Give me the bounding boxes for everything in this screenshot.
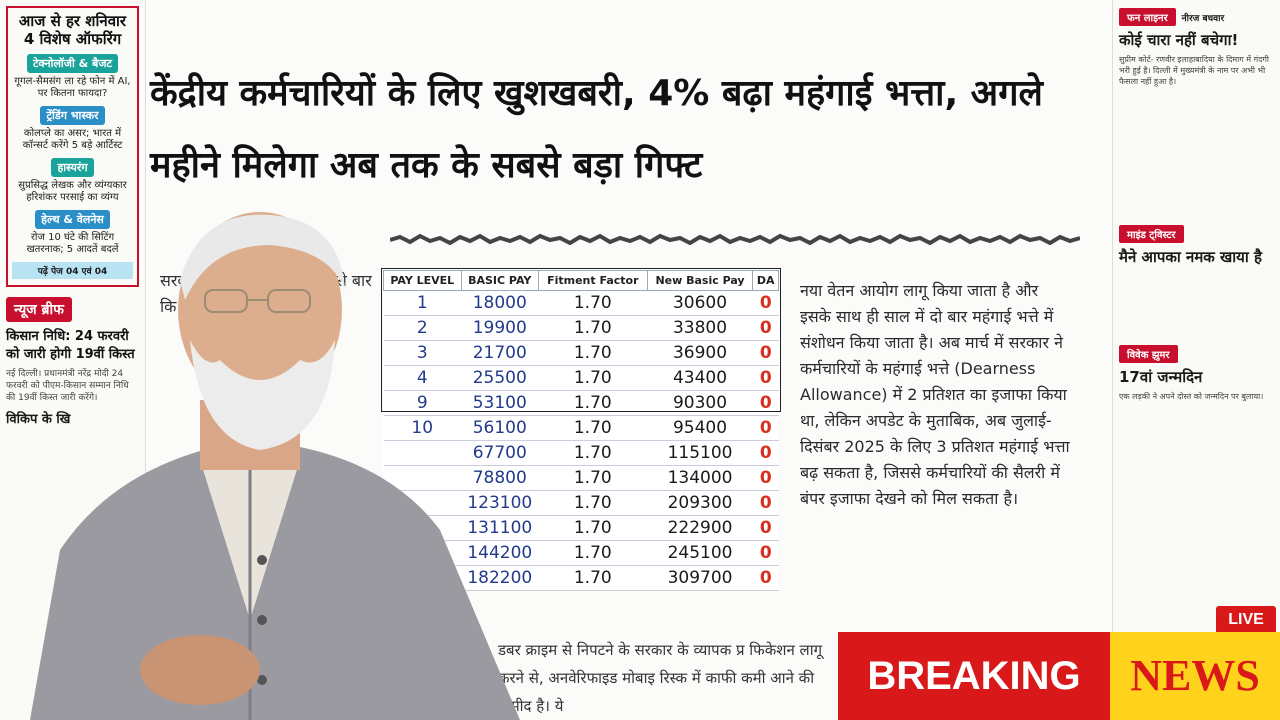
- pay-table-row: 78800 1.70 134000 0: [383, 465, 779, 491]
- cell-new-basic-pay: 30600: [647, 290, 753, 316]
- offering-text-humor: सुप्रसिद्ध लेखक और व्यंग्यकार हरिशंकर पर…: [18, 180, 127, 203]
- birthday-body: एक लड़की ने अपने दोस्त को जन्मदिन पर बुल…: [1119, 392, 1264, 401]
- cell-basic-pay: 56100: [461, 415, 539, 441]
- news-brief-title-2: विकिप के खि: [6, 412, 71, 427]
- article-right-text: नया वेतन आयोग लागू किया जाता है और इसके …: [800, 281, 1070, 508]
- cell-basic-pay: 18000: [461, 290, 539, 316]
- pay-table-row: 67700 1.70 115100 0: [383, 440, 779, 466]
- fun-liner-tag: फन लाइनर: [1119, 8, 1176, 26]
- cell-da: 0: [752, 365, 779, 391]
- breaking-word: BREAKING: [838, 632, 1110, 720]
- news-brief-title: किसान निधि: 24 फरवरी को जारी होगी 19वीं …: [6, 329, 135, 362]
- breaking-news-banner: BREAKING NEWS: [838, 632, 1280, 720]
- cell-pay-level: 4: [383, 365, 461, 391]
- cell-basic-pay: 25500: [461, 365, 539, 391]
- cell-new-basic-pay: 222900: [647, 515, 753, 541]
- main-headline: केंद्रीय कर्मचारियों के लिए खुशखबरी, 4% …: [150, 73, 1043, 186]
- offering-text-tech: गूगल-सैमसंग ला रहे फोन में AI, पर कितना …: [14, 76, 131, 99]
- cell-da: 0: [752, 340, 779, 366]
- cell-new-basic-pay: 95400: [647, 415, 753, 441]
- mind-twister-spacer: [1119, 267, 1274, 337]
- pay-table-header-row: PAY LEVEL BASIC PAY Fitment Factor New B…: [383, 270, 779, 291]
- cell-fitment-factor: 1.70: [538, 440, 648, 466]
- cell-da: 0: [752, 540, 779, 566]
- mind-twister-tag: माइंड ट्विस्टर: [1119, 225, 1184, 243]
- left-column: आज से हर शनिवार 4 विशेष ऑफरिंग टेक्नोलॉज…: [0, 0, 146, 720]
- cell-new-basic-pay: 309700: [647, 565, 753, 591]
- cell-da: 0: [752, 415, 779, 441]
- cell-da: 0: [752, 290, 779, 316]
- offering-tag-health: हेल्थ & वेलनेस: [35, 210, 110, 229]
- birthday-title: 17वां जन्मदिन: [1119, 368, 1203, 386]
- fun-liner-author: नीरज बधवार: [1181, 14, 1225, 24]
- cell-da: 0: [752, 515, 779, 541]
- news-brief-label: न्यूज ब्रीफ: [6, 297, 72, 322]
- cell-fitment-factor: 1.70: [538, 290, 648, 316]
- pay-table-row: 4 25500 1.70 43400 0: [383, 365, 779, 391]
- torn-paper-divider: [390, 233, 1080, 246]
- cell-basic-pay: 144200: [461, 540, 539, 566]
- cell-new-basic-pay: 33800: [647, 315, 753, 341]
- offering-text-health: रोज 10 घंटे की सिटिंग खतरनाक; 5 आदतें बद…: [26, 232, 119, 255]
- cell-fitment-factor: 1.70: [538, 565, 648, 591]
- cell-basic-pay: 131100: [461, 515, 539, 541]
- cell-pay-level: 1: [383, 290, 461, 316]
- fun-liner-title: कोई चारा नहीं बचेगा!: [1119, 31, 1239, 49]
- offering-tag-trending: ट्रेंडिंग भास्कर: [40, 106, 105, 125]
- cell-fitment-factor: 1.70: [538, 465, 648, 491]
- cell-da: 0: [752, 490, 779, 516]
- cell-new-basic-pay: 245100: [647, 540, 753, 566]
- cell-new-basic-pay: 43400: [647, 365, 753, 391]
- pay-table-row: 3 21700 1.70 36900 0: [383, 340, 779, 366]
- cell-da: 0: [752, 465, 779, 491]
- pay-table-row: 123100 1.70 209300 0: [383, 490, 779, 516]
- cell-new-basic-pay: 36900: [647, 340, 753, 366]
- header-new-basic-pay: New Basic Pay: [646, 270, 754, 291]
- article-bottom-text: डबर क्राइम से निपटने के सरकार के व्यापक …: [498, 641, 823, 715]
- pay-table-container: PAY LEVEL BASIC PAY Fitment Factor New B…: [381, 268, 783, 591]
- cell-pay-level: [383, 440, 461, 466]
- right-column: फन लाइनर नीरज बधवार कोई चारा नहीं बचेगा! …: [1112, 0, 1280, 720]
- pay-table: PAY LEVEL BASIC PAY Fitment Factor New B…: [383, 270, 779, 591]
- news-brief-body: नई दिल्ली। प्रधानमंत्री नरेंद्र मोदी 24 …: [6, 369, 129, 403]
- cell-basic-pay: 182200: [461, 565, 539, 591]
- cell-fitment-factor: 1.70: [538, 365, 648, 391]
- header-basic-pay: BASIC PAY: [460, 270, 540, 291]
- cell-pay-level: [383, 465, 461, 491]
- cell-da: 0: [752, 440, 779, 466]
- pay-table-row: 10 56100 1.70 95400 0: [383, 415, 779, 441]
- header-da: DA: [752, 270, 779, 291]
- cell-fitment-factor: 1.70: [538, 340, 648, 366]
- cell-new-basic-pay: 90300: [647, 390, 753, 416]
- vivek-jhumar-tag: विवेक झुमर: [1119, 345, 1178, 363]
- fun-liner-body: सुप्रीम कोर्ट- रणवीर इलाहाबादिया के दिमा…: [1119, 55, 1269, 86]
- cell-fitment-factor: 1.70: [538, 540, 648, 566]
- cell-da: 0: [752, 315, 779, 341]
- cell-da: 0: [752, 565, 779, 591]
- live-badge: LIVE: [1216, 606, 1276, 634]
- cell-basic-pay: 19900: [461, 315, 539, 341]
- offering-text-trending: कोलप्ले का असर; भारत में कॉन्सर्ट करेंगे…: [22, 128, 123, 151]
- cell-fitment-factor: 1.70: [538, 415, 648, 441]
- cell-da: 0: [752, 390, 779, 416]
- cell-new-basic-pay: 134000: [647, 465, 753, 491]
- person-photo: [30, 212, 520, 720]
- offering-tag-tech: टेक्नोलॉजी & बैजट: [26, 54, 119, 73]
- offering-footer: पढ़ें पेज 04 एवं 04: [12, 262, 133, 279]
- cell-basic-pay: 21700: [461, 340, 539, 366]
- cell-new-basic-pay: 115100: [647, 440, 753, 466]
- header-fitment-factor: Fitment Factor: [538, 270, 648, 291]
- news-word: NEWS: [1110, 632, 1280, 720]
- offering-box: आज से हर शनिवार 4 विशेष ऑफरिंग टेक्नोलॉज…: [6, 6, 139, 287]
- pay-table-body: 1 18000 1.70 30600 0 2 19900 1.70 33800 0 3 21700 1.…: [383, 290, 779, 591]
- cell-new-basic-pay: 209300: [647, 490, 753, 516]
- pay-table-row: 1 18000 1.70 30600 0: [383, 290, 779, 316]
- offering-title: आज से हर शनिवार 4 विशेष ऑफरिंग: [18, 12, 127, 48]
- fun-liner-spacer: [1119, 87, 1274, 217]
- mind-twister-title: मैने आपका नमक खाया है: [1119, 248, 1262, 266]
- offering-tag-humor: हास्यरंग: [51, 158, 94, 177]
